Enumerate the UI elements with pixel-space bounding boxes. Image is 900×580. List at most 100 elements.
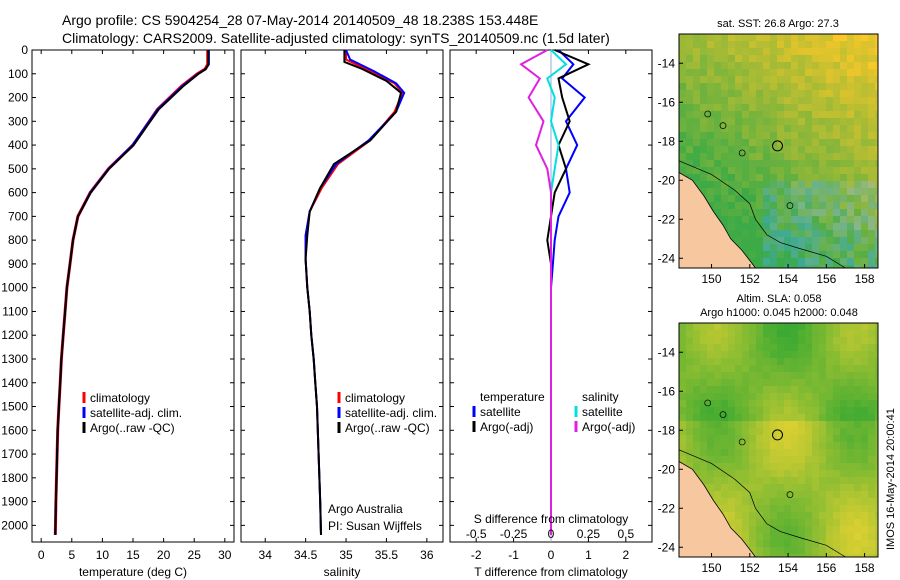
map-cell <box>861 372 868 379</box>
map-cell <box>847 407 854 414</box>
map-cell <box>868 351 875 358</box>
map-cell <box>714 344 721 351</box>
map-cell <box>707 90 714 97</box>
map-cell <box>728 330 735 337</box>
map-cell <box>819 470 826 477</box>
map-cell <box>840 153 847 160</box>
map-cell <box>812 435 819 442</box>
x-axis-label: salinity <box>324 565 361 579</box>
map-cell <box>714 323 721 330</box>
map-cell <box>847 365 854 372</box>
map-cell <box>847 83 854 90</box>
map-cell <box>770 202 777 209</box>
map-cell <box>700 146 707 153</box>
map-cell <box>728 519 735 526</box>
map-cell <box>791 41 798 48</box>
map-cell <box>777 104 784 111</box>
map-cell <box>777 505 784 512</box>
map-cell <box>763 386 770 393</box>
map-cell <box>826 463 833 470</box>
map-cell <box>686 139 693 146</box>
map-cell <box>721 62 728 69</box>
map-cell <box>868 132 875 139</box>
map-cell <box>840 393 847 400</box>
map-cell <box>840 139 847 146</box>
map-cell <box>784 258 791 265</box>
map-cell <box>756 519 763 526</box>
map-cell <box>707 407 714 414</box>
map-cell <box>714 195 721 202</box>
map-cell <box>791 62 798 69</box>
map-cell <box>777 442 784 449</box>
map-cell <box>868 104 875 111</box>
map-cell <box>875 463 878 470</box>
map-cell <box>826 477 833 484</box>
map-cell <box>875 477 878 484</box>
map-cell <box>826 323 833 330</box>
map-cell <box>784 519 791 526</box>
map-cell <box>763 132 770 139</box>
map-cell <box>700 41 707 48</box>
map-cell <box>819 435 826 442</box>
map-cell <box>798 400 805 407</box>
map-cell <box>693 125 700 132</box>
map-cell <box>728 344 735 351</box>
map-cell <box>714 351 721 358</box>
map-cell <box>707 491 714 498</box>
map-cell <box>770 386 777 393</box>
map-cell <box>770 547 777 554</box>
map-cell <box>833 547 840 554</box>
map-cell <box>721 344 728 351</box>
map-cell <box>714 428 721 435</box>
map-cell <box>798 188 805 195</box>
map-cell <box>735 379 742 386</box>
map-cell <box>770 97 777 104</box>
map-cell <box>791 428 798 435</box>
map-cell <box>707 104 714 111</box>
map-cell <box>875 547 878 554</box>
map-cell <box>693 167 700 174</box>
map-cell <box>714 167 721 174</box>
map-cell <box>840 337 847 344</box>
map-y-tick-label: -14 <box>658 56 676 70</box>
map-cell <box>840 400 847 407</box>
map-cell <box>763 160 770 167</box>
map-cell <box>728 97 735 104</box>
map-cell <box>805 69 812 76</box>
map-cell <box>805 540 812 547</box>
map-cell <box>742 477 749 484</box>
map-cell <box>791 554 798 557</box>
map-cell <box>819 195 826 202</box>
map-cell <box>784 400 791 407</box>
map-cell <box>721 90 728 97</box>
map-cell <box>700 104 707 111</box>
map-cell <box>784 104 791 111</box>
map-cell <box>700 160 707 167</box>
map-cell <box>728 491 735 498</box>
map-cell <box>693 69 700 76</box>
map-cell <box>840 365 847 372</box>
map-cell <box>833 540 840 547</box>
map-cell <box>791 400 798 407</box>
y-tick-label: 1200 <box>1 328 28 342</box>
map-cell <box>861 97 868 104</box>
map-cell <box>749 456 756 463</box>
map-cell <box>840 97 847 104</box>
map-cell <box>854 421 861 428</box>
map-cell <box>721 202 728 209</box>
map-cell <box>854 463 861 470</box>
map-cell <box>812 414 819 421</box>
map-cell <box>819 449 826 456</box>
map-cell <box>868 181 875 188</box>
map-cell <box>826 76 833 83</box>
map-cell <box>728 104 735 111</box>
map-cell <box>742 512 749 519</box>
map-cell <box>735 414 742 421</box>
map-cell <box>819 132 826 139</box>
x-tick-label: 0 <box>548 548 555 562</box>
map-cell <box>735 55 742 62</box>
map-cell <box>686 428 693 435</box>
reef-outline <box>738 438 746 446</box>
map-cell <box>763 167 770 174</box>
map-cell <box>784 526 791 533</box>
